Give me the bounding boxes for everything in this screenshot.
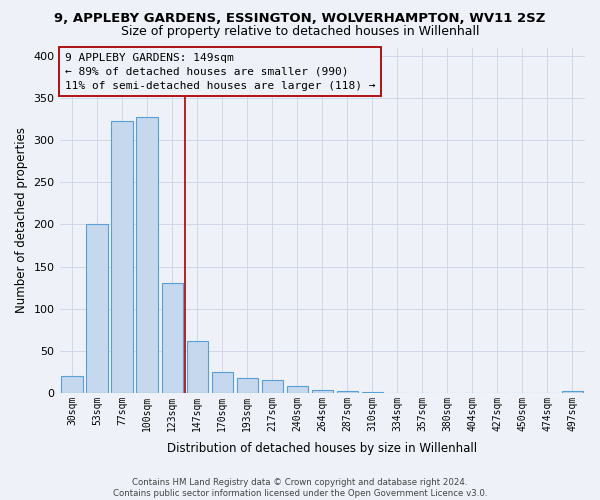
Bar (262, 380, 283, 393)
Text: 9 APPLEBY GARDENS: 149sqm
← 89% of detached houses are smaller (990)
11% of semi: 9 APPLEBY GARDENS: 149sqm ← 89% of detac… (65, 52, 375, 90)
Bar (362, 392, 383, 393)
Bar (136, 116, 158, 393)
X-axis label: Distribution of detached houses by size in Willenhall: Distribution of detached houses by size … (167, 442, 478, 455)
Bar (212, 372, 233, 393)
Bar (236, 378, 258, 393)
Bar (161, 284, 183, 393)
Text: Size of property relative to detached houses in Willenhall: Size of property relative to detached ho… (121, 25, 479, 38)
Bar (187, 340, 208, 393)
Bar (562, 391, 583, 393)
Text: 9, APPLEBY GARDENS, ESSINGTON, WOLVERHAMPTON, WV11 2SZ: 9, APPLEBY GARDENS, ESSINGTON, WOLVERHAM… (55, 12, 545, 26)
Bar (311, 390, 333, 393)
Bar (112, 121, 133, 393)
Bar (287, 386, 308, 393)
Bar (86, 224, 108, 393)
Bar (337, 391, 358, 393)
Bar (61, 376, 83, 393)
Y-axis label: Number of detached properties: Number of detached properties (15, 127, 28, 313)
Text: Contains HM Land Registry data © Crown copyright and database right 2024.
Contai: Contains HM Land Registry data © Crown c… (113, 478, 487, 498)
